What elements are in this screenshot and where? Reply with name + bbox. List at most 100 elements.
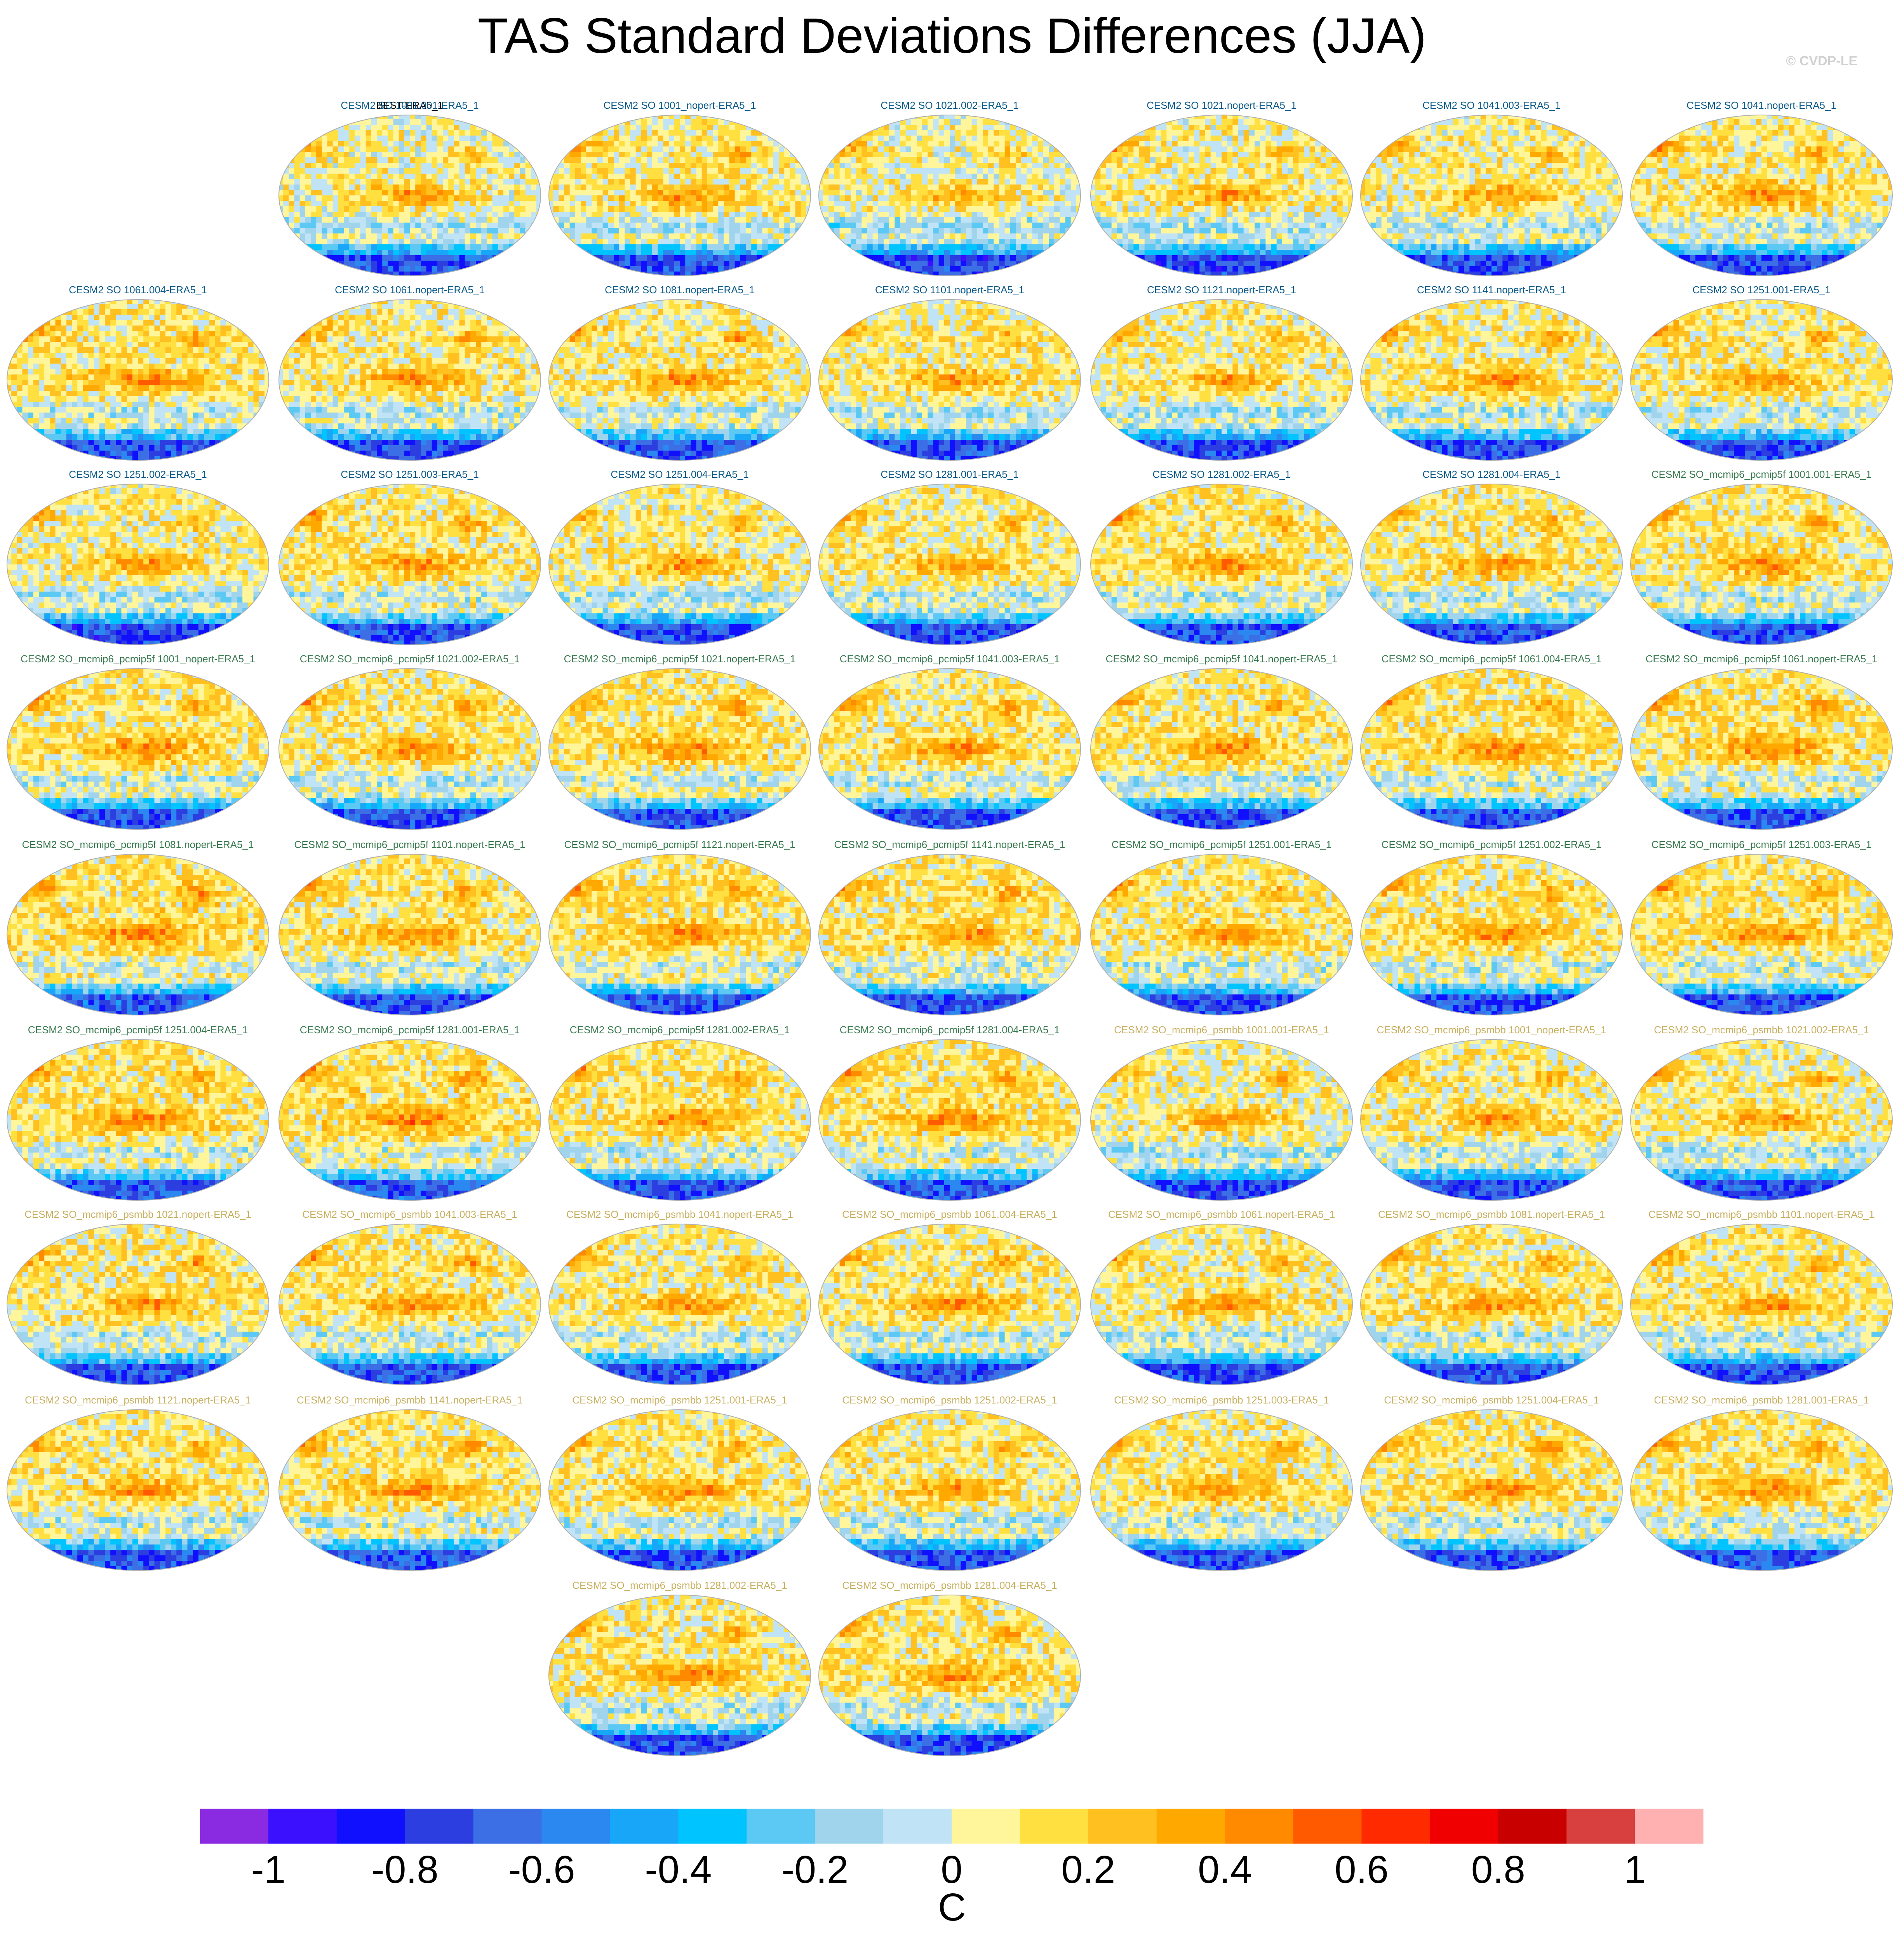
map-cell bbox=[994, 114, 999, 120]
map-cell bbox=[751, 228, 757, 234]
map-cell bbox=[586, 212, 592, 218]
map-cell bbox=[526, 119, 531, 125]
map-cell bbox=[426, 206, 432, 212]
map-cell bbox=[795, 233, 801, 239]
map-cell bbox=[509, 228, 515, 234]
map-cell bbox=[784, 244, 790, 250]
map-cell bbox=[581, 228, 587, 234]
map-cell bbox=[751, 185, 757, 190]
map-cell bbox=[283, 255, 289, 261]
map-cell bbox=[1016, 136, 1022, 141]
map-cell bbox=[944, 174, 950, 179]
map-cell bbox=[795, 212, 801, 218]
map-cell bbox=[514, 136, 520, 141]
map-cell bbox=[636, 223, 642, 228]
map-cell bbox=[503, 244, 509, 250]
map-cell bbox=[702, 179, 708, 185]
map-cell bbox=[746, 136, 752, 141]
map-cell bbox=[316, 195, 322, 201]
map-cell bbox=[415, 223, 421, 228]
map-cell bbox=[570, 244, 576, 250]
map-cell bbox=[531, 136, 537, 141]
map-cell bbox=[278, 163, 284, 169]
map-cell bbox=[647, 228, 653, 234]
map-cell bbox=[762, 163, 768, 169]
map-cell bbox=[575, 185, 581, 190]
map-cell bbox=[806, 201, 812, 207]
map-cell bbox=[377, 141, 383, 147]
map-cell bbox=[355, 146, 360, 152]
map-cell bbox=[432, 163, 438, 169]
map-cell bbox=[729, 157, 735, 163]
map-cell bbox=[476, 141, 482, 147]
map-cell bbox=[685, 212, 691, 218]
map-cell bbox=[707, 190, 713, 196]
map-cell bbox=[851, 168, 856, 174]
map-cell bbox=[465, 255, 471, 261]
map-cell bbox=[388, 261, 393, 266]
map-cell bbox=[972, 119, 978, 125]
map-cell bbox=[757, 217, 762, 223]
map-cell bbox=[316, 233, 322, 239]
map-cell bbox=[834, 168, 840, 174]
map-cell bbox=[718, 212, 724, 218]
map-cell bbox=[779, 114, 785, 120]
map-cell bbox=[625, 272, 630, 277]
map-cell bbox=[349, 272, 355, 277]
map-cell bbox=[448, 185, 454, 190]
map-cell bbox=[1076, 168, 1082, 174]
map-cell bbox=[861, 146, 867, 152]
map-cell bbox=[503, 233, 509, 239]
map-cell bbox=[713, 228, 719, 234]
map-cell bbox=[493, 179, 498, 185]
map-cell bbox=[498, 190, 504, 196]
map-cell bbox=[707, 212, 713, 218]
map-cell bbox=[790, 136, 795, 141]
map-cell bbox=[652, 201, 658, 207]
map-cell bbox=[669, 212, 675, 218]
map-cell bbox=[840, 130, 846, 136]
map-cell bbox=[840, 119, 846, 125]
map-cell bbox=[939, 141, 945, 147]
map-cell bbox=[933, 152, 939, 158]
map-cell bbox=[994, 146, 999, 152]
map-cell bbox=[603, 146, 609, 152]
map-panels: BEST-ERA5_1 CESM2 SO 1001.001-ERA5_1 CESM2… bbox=[0, 0, 1904, 1787]
map-cell bbox=[520, 179, 526, 185]
map-cell bbox=[415, 174, 421, 179]
map-cell bbox=[895, 185, 900, 190]
map-cell bbox=[702, 185, 708, 190]
map-cell bbox=[564, 239, 570, 245]
map-cell bbox=[487, 190, 493, 196]
map-cell bbox=[806, 239, 812, 245]
map-cell bbox=[459, 190, 465, 196]
map-cell bbox=[784, 266, 790, 272]
map-cell bbox=[779, 157, 785, 163]
map-cell bbox=[718, 261, 724, 266]
map-cell bbox=[548, 239, 553, 245]
map-cell bbox=[1016, 163, 1022, 169]
map-cell bbox=[625, 136, 630, 141]
map-cell bbox=[878, 119, 884, 125]
map-cell bbox=[1038, 179, 1044, 185]
map-cell bbox=[410, 130, 416, 136]
map-cell bbox=[399, 272, 405, 277]
map-cell bbox=[680, 244, 686, 250]
map-cell bbox=[432, 168, 438, 174]
map-cell bbox=[1065, 152, 1071, 158]
map-cell bbox=[322, 190, 327, 196]
map-cell bbox=[388, 125, 393, 131]
map-cell bbox=[553, 185, 559, 190]
map-cell bbox=[360, 195, 366, 201]
map-cell bbox=[300, 272, 306, 277]
map-cell bbox=[487, 114, 493, 120]
map-cell bbox=[454, 223, 459, 228]
map-cell bbox=[559, 174, 564, 179]
map-cell bbox=[360, 125, 366, 131]
map-cell bbox=[724, 239, 729, 245]
map-cell bbox=[603, 185, 609, 190]
map-cell bbox=[851, 130, 856, 136]
map-cell bbox=[768, 157, 774, 163]
map-cell bbox=[669, 250, 675, 256]
map-cell bbox=[768, 152, 774, 158]
